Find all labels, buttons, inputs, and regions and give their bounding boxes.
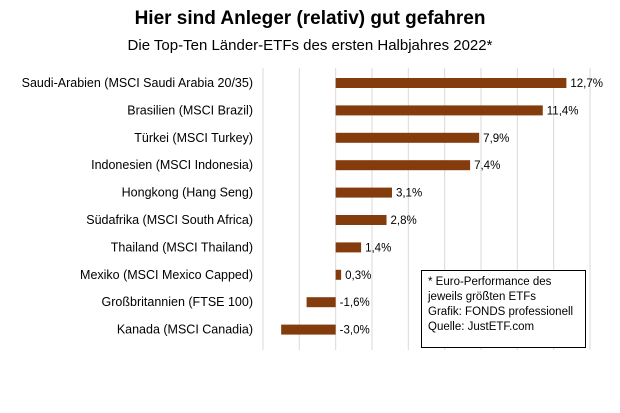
bar bbox=[335, 78, 567, 88]
source-note-box: * Euro-Performance des jeweils größten E… bbox=[421, 270, 586, 348]
value-labels: 12,7% 11,4% 7,9% 7,4% 3,1% 2,8% 1,4% 0,3% -1,6% -… bbox=[340, 78, 603, 337]
bar bbox=[335, 132, 480, 143]
bar bbox=[335, 269, 342, 280]
note-line-footnote: * Euro-Performance des bbox=[428, 276, 552, 288]
value-label: 2,8% bbox=[391, 215, 417, 227]
value-label: -3,0% bbox=[340, 325, 370, 337]
category-label: Mexiko (MSCI Mexico Capped) bbox=[80, 268, 253, 282]
chart-title: Hier sind Anleger (relativ) gut gefahren bbox=[134, 8, 486, 29]
value-label: 0,3% bbox=[345, 270, 371, 282]
category-label: Hongkong (Hang Seng) bbox=[122, 186, 253, 200]
bar bbox=[335, 215, 387, 225]
note-line-source: Quelle: JustETF.com bbox=[428, 321, 535, 333]
chart-subtitle: Die Top-Ten Länder-ETFs des ersten Halbj… bbox=[127, 37, 493, 54]
category-labels: Saudi-Arabien (MSCI Saudi Arabia 20/35) B… bbox=[22, 76, 253, 337]
category-label: Türkei (MSCI Turkey) bbox=[134, 131, 253, 145]
bar bbox=[335, 187, 392, 198]
bar bbox=[306, 297, 336, 308]
bars bbox=[281, 78, 567, 335]
bar bbox=[335, 105, 543, 116]
category-label: Saudi-Arabien (MSCI Saudi Arabia 20/35) bbox=[22, 76, 253, 90]
bar bbox=[281, 324, 336, 335]
value-label: 7,4% bbox=[474, 160, 500, 172]
value-label: -1,6% bbox=[340, 297, 370, 309]
category-label: Südafrika (MSCI South Africa) bbox=[86, 213, 253, 227]
value-label: 1,4% bbox=[365, 242, 391, 254]
category-label: Thailand (MSCI Thailand) bbox=[111, 240, 253, 254]
value-label: 7,9% bbox=[483, 133, 509, 145]
category-label: Großbritannien (FTSE 100) bbox=[102, 295, 253, 309]
bar bbox=[335, 242, 362, 253]
note-line-etfs: jeweils größten ETFs bbox=[428, 291, 537, 303]
category-label: Kanada (MSCI Canadia) bbox=[117, 323, 253, 337]
note-line-graphic: Grafik: FONDS professionell bbox=[428, 306, 574, 318]
value-label: 12,7% bbox=[570, 78, 603, 90]
value-label: 3,1% bbox=[396, 188, 422, 200]
bar bbox=[335, 160, 471, 171]
category-label: Brasilien (MSCI Brazil) bbox=[127, 103, 253, 117]
value-label: 11,4% bbox=[547, 105, 579, 117]
category-label: Indonesien (MSCI Indonesia) bbox=[91, 158, 253, 172]
